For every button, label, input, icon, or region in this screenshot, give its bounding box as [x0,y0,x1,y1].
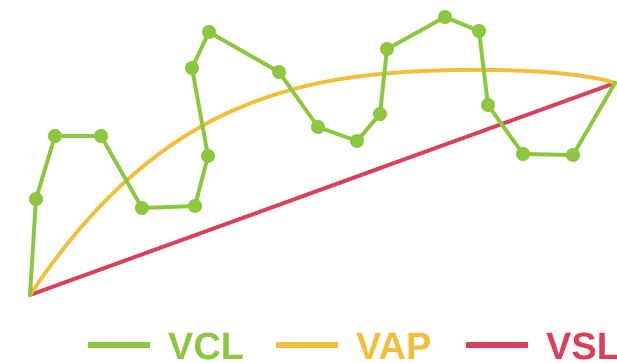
vcl-point [472,24,486,38]
vcl-points [29,10,580,215]
legend: VCL VAP VSL [88,326,617,363]
vcl-point [188,199,202,213]
vcl-point [202,25,216,39]
vcl-point [272,65,286,79]
vcl-point [373,107,387,121]
vcl-point [29,192,43,206]
vcl-point [566,148,580,162]
vcl-point [380,42,394,56]
vcl-point [350,134,364,148]
legend-label-vap: VAP [356,326,431,363]
vcl-point [48,129,62,143]
vcl-path [28,15,617,297]
vcl-point [516,147,530,161]
vcl-point [201,149,215,163]
vcl-point [481,98,495,112]
legend-label-vcl: VCL [168,326,244,363]
vcl-point [185,61,199,75]
vsl-path [28,81,617,297]
vcl-point [94,129,108,143]
vcl-point [135,201,149,215]
vcl-point [311,120,325,134]
legend-label-vsl: VSL [546,326,617,363]
vcl-point [438,10,452,24]
